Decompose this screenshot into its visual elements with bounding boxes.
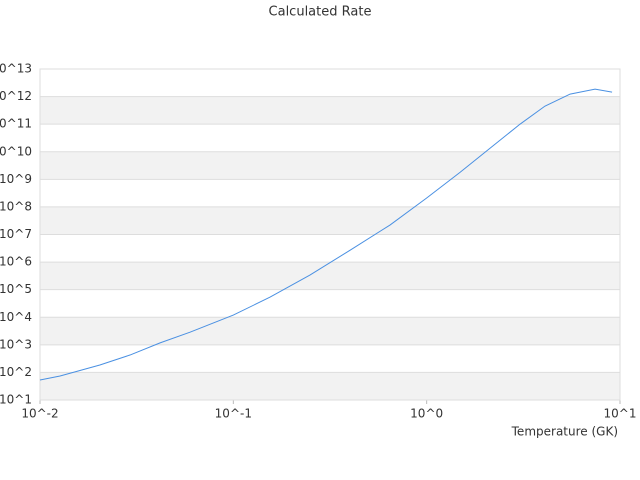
y-tick-label: 10^3 xyxy=(0,337,32,351)
x-tick-label: 10^-1 xyxy=(215,407,252,421)
grid-band xyxy=(40,262,620,290)
y-tick-label: 10^4 xyxy=(0,310,32,324)
x-tick-label: 10^0 xyxy=(410,407,443,421)
grid-band xyxy=(40,317,620,345)
plot-frame xyxy=(39,68,621,401)
grid-band xyxy=(40,96,620,125)
y-tick-label: 10^6 xyxy=(0,255,32,269)
grid-band xyxy=(40,151,620,180)
grid-band xyxy=(40,206,620,235)
chart-title: Calculated Rate xyxy=(269,5,372,20)
y-tick-label: 10^8 xyxy=(0,199,32,213)
y-tick-label: 10^1 xyxy=(0,393,32,407)
y-tick-label: 10^12 xyxy=(0,89,32,103)
y-tick-label: 10^5 xyxy=(0,282,32,296)
y-tick-label: 10^10 xyxy=(0,144,32,158)
y-tick-label: 10^13 xyxy=(0,62,32,76)
y-tick-label: 10^11 xyxy=(0,117,32,131)
y-tick-label: 10^2 xyxy=(0,365,32,379)
x-tick-label: 10^-2 xyxy=(21,407,58,421)
x-tick-label: 10^1 xyxy=(604,407,637,421)
y-tick-label: 10^7 xyxy=(0,227,32,241)
data-line xyxy=(39,88,613,381)
grid-band xyxy=(40,372,620,400)
x-axis-label: Temperature (GK) xyxy=(511,425,618,439)
y-tick-label: 10^9 xyxy=(0,172,32,186)
